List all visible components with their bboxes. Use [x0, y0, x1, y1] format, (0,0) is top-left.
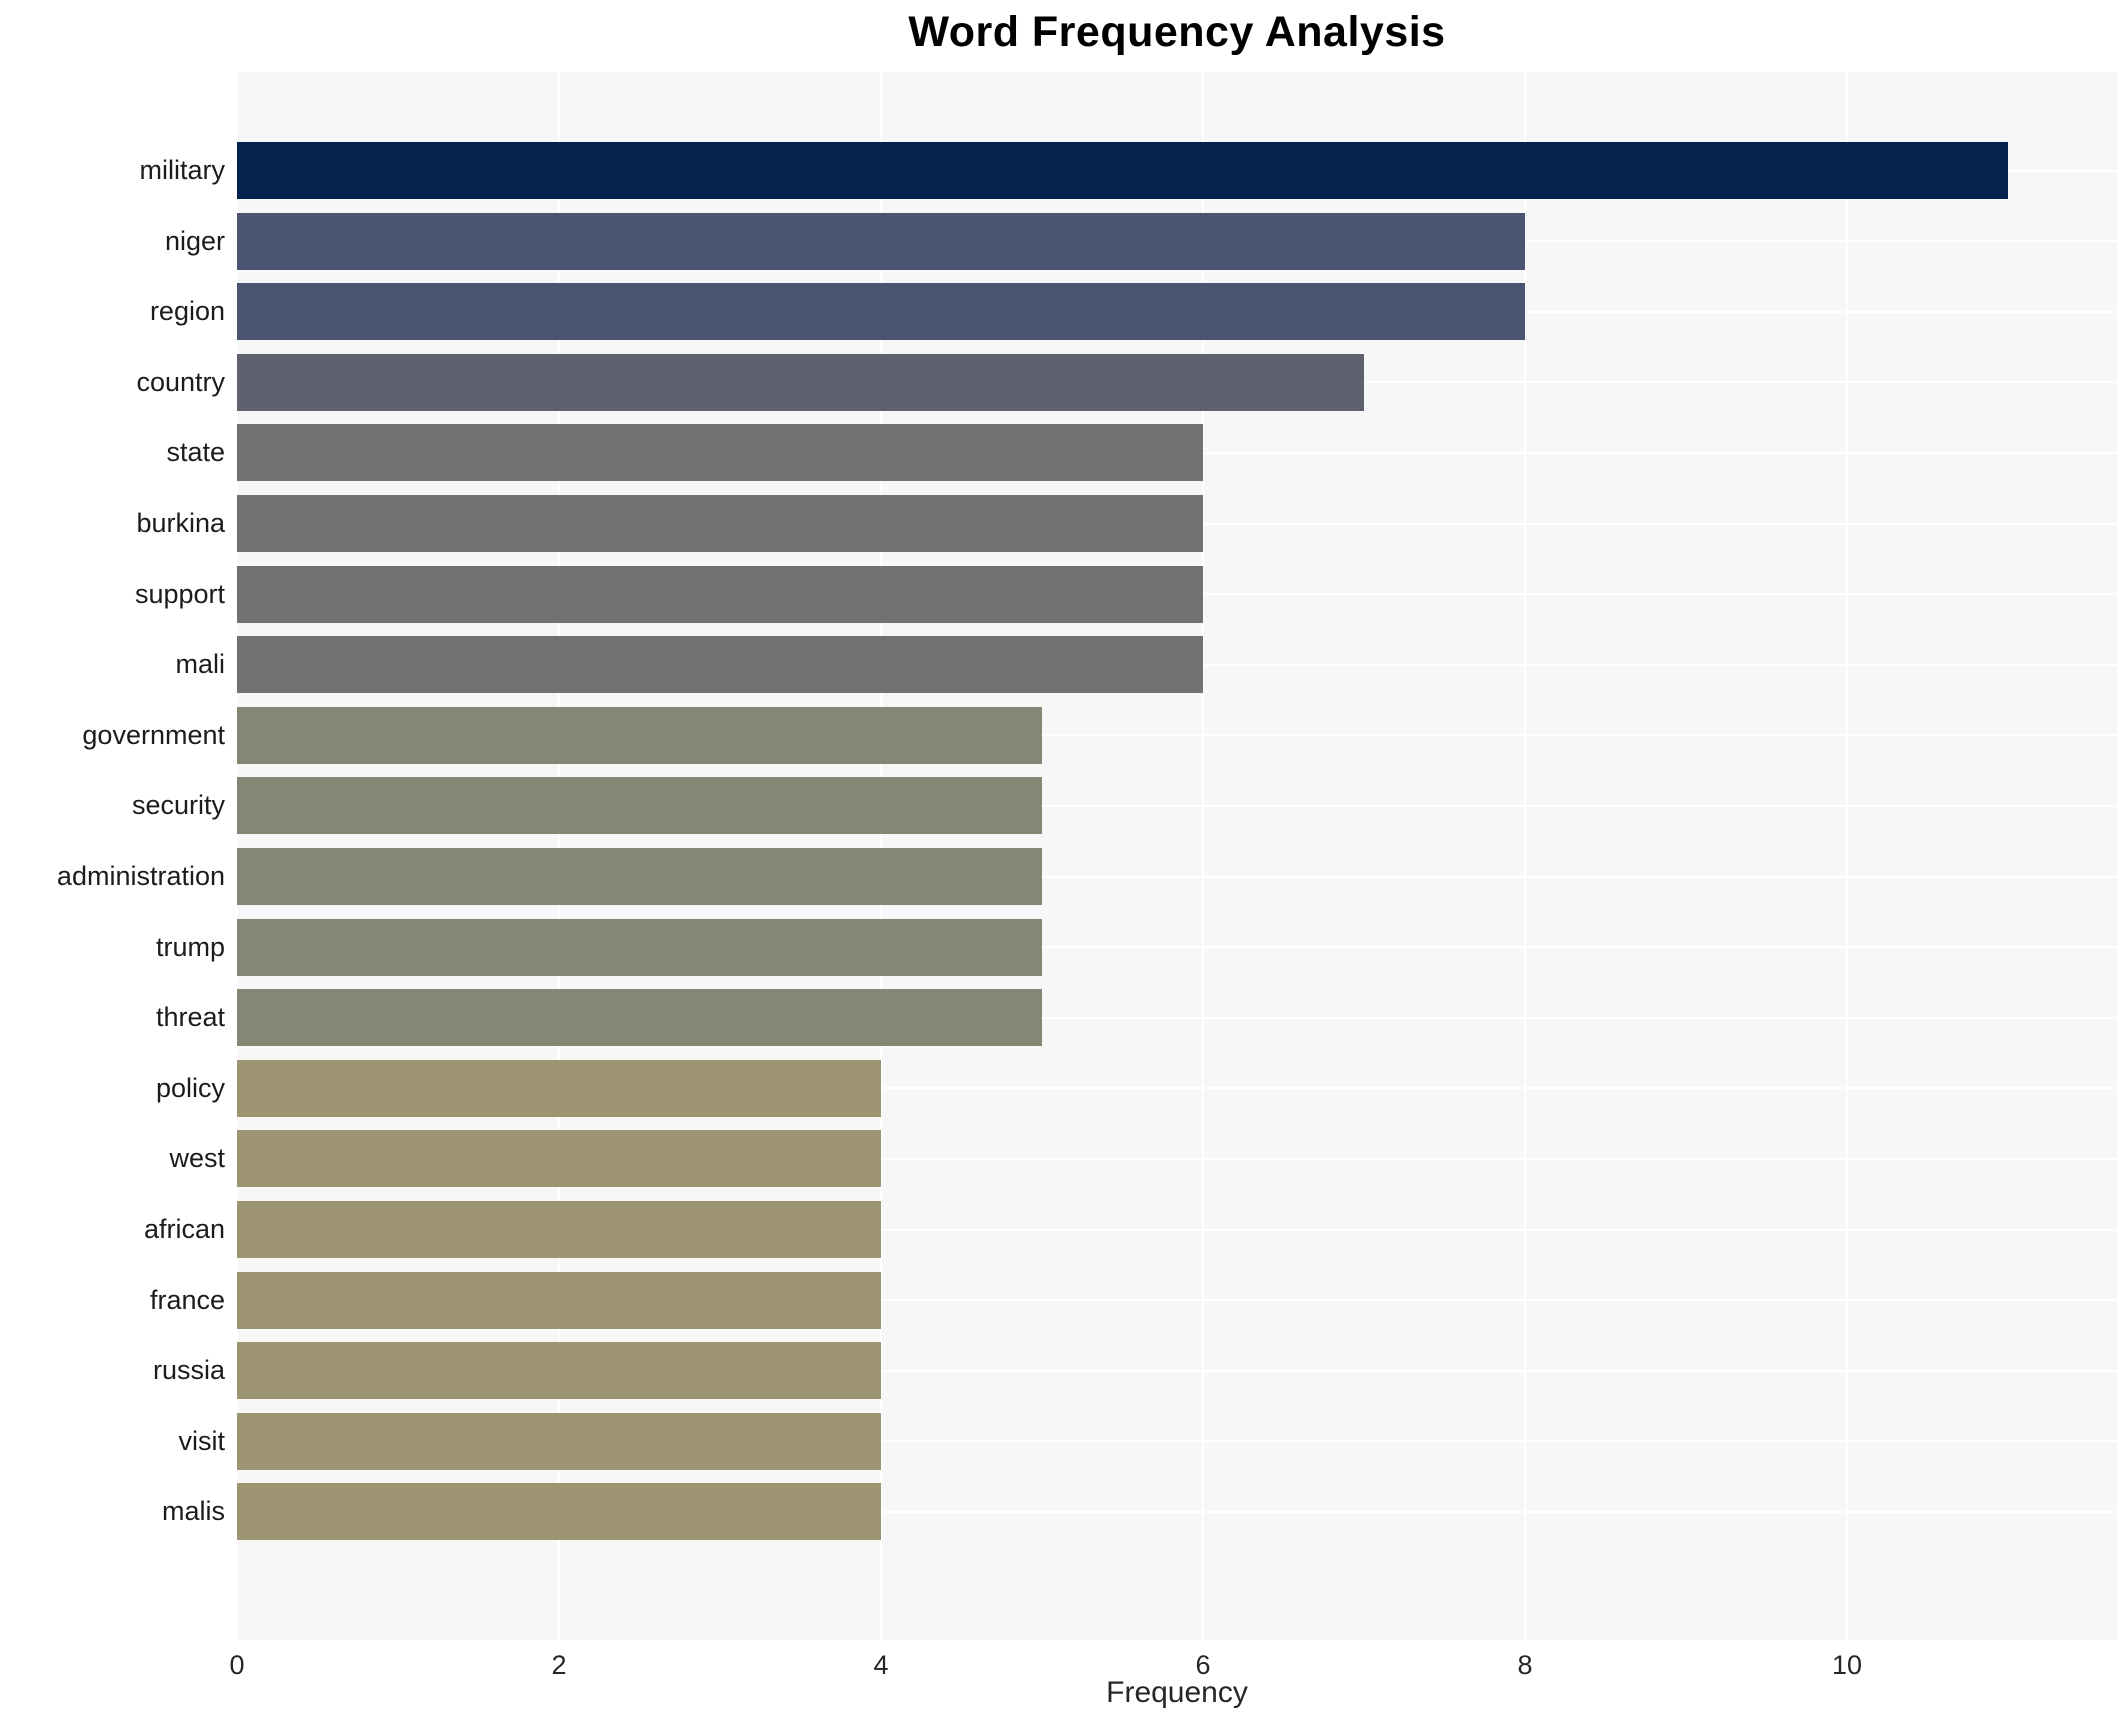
h-gridline: [237, 1016, 2117, 1019]
bar-burkina: [237, 495, 1203, 552]
x-tick-label-8: 8: [1517, 1650, 1533, 1680]
bar-support: [237, 565, 1203, 623]
bar-administration: [237, 848, 1042, 905]
y-axis-label-malis: malis: [161, 1496, 225, 1527]
y-axis-label-france: france: [149, 1284, 225, 1315]
plot-area: [236, 72, 2117, 1640]
h-gridline: [237, 804, 2117, 807]
bar-african: [237, 1201, 881, 1258]
bar-military: [237, 142, 2008, 199]
y-axis-label-threat: threat: [155, 1002, 225, 1033]
y-axis-labels: military niger region country state burkina su…: [0, 72, 225, 1640]
h-gridline: [237, 1440, 2117, 1443]
h-gridline: [237, 875, 2117, 878]
x-tick-label-6: 6: [1195, 1650, 1211, 1680]
x-axis-title: Frequency: [1106, 1676, 1248, 1709]
bar-russia: [237, 1342, 881, 1400]
h-gridline: [237, 1157, 2117, 1160]
y-axis-label-security: security: [131, 790, 225, 821]
y-axis-label-trump: trump: [155, 931, 225, 962]
h-gridline: [237, 1369, 2117, 1372]
v-gridline-8: [1524, 72, 1526, 1640]
y-axis-label-military: military: [139, 155, 226, 185]
y-axis-label-niger: niger: [164, 225, 225, 256]
bar-trump: [237, 918, 1042, 976]
h-gridline: [237, 946, 2117, 949]
y-axis-label-government: government: [82, 719, 225, 750]
bar-mali: [237, 636, 1203, 694]
h-gridline: [237, 1510, 2117, 1513]
h-gridline: [237, 734, 2117, 737]
x-tick-label-2: 2: [551, 1650, 567, 1680]
v-gridline-6: [1202, 72, 1204, 1640]
y-axis-label-african: african: [143, 1214, 225, 1244]
y-axis-label-mali: mali: [175, 649, 225, 680]
h-gridline: [237, 1228, 2117, 1231]
x-tick-label-4: 4: [873, 1650, 889, 1680]
bar-security: [237, 777, 1042, 835]
y-axis-label-state: state: [166, 437, 225, 468]
bar-government: [237, 706, 1042, 764]
y-axis-label-visit: visit: [178, 1425, 226, 1456]
bar-visit: [237, 1412, 881, 1470]
y-axis-label-country: country: [136, 366, 225, 397]
bar-malis: [237, 1483, 881, 1541]
bar-france: [237, 1271, 881, 1329]
chart-title: Word Frequency Analysis: [908, 8, 1446, 56]
bar-country: [237, 353, 1364, 411]
x-tick-label-10: 10: [1831, 1650, 1863, 1680]
y-axis-label-russia: russia: [152, 1355, 225, 1386]
bar-state: [237, 424, 1203, 482]
y-axis-label-support: support: [134, 578, 225, 609]
y-axis-label-region: region: [149, 296, 225, 327]
bar-niger: [237, 212, 1525, 270]
y-axis-label-burkina: burkina: [136, 508, 225, 538]
y-axis-label-administration: administration: [56, 861, 225, 891]
x-axis-ticks: 0 2 4 6 8 10: [0, 1650, 2117, 1690]
bar-policy: [237, 1059, 881, 1117]
h-gridline: [237, 1087, 2117, 1090]
y-axis-label-west: west: [169, 1143, 225, 1174]
v-gridline-10: [1846, 72, 1848, 1640]
bar-threat: [237, 989, 1042, 1047]
y-axis-label-policy: policy: [155, 1072, 225, 1103]
x-tick-label-0: 0: [229, 1650, 245, 1680]
bar-west: [237, 1130, 881, 1188]
bar-region: [237, 283, 1525, 341]
h-gridline: [237, 1299, 2117, 1302]
